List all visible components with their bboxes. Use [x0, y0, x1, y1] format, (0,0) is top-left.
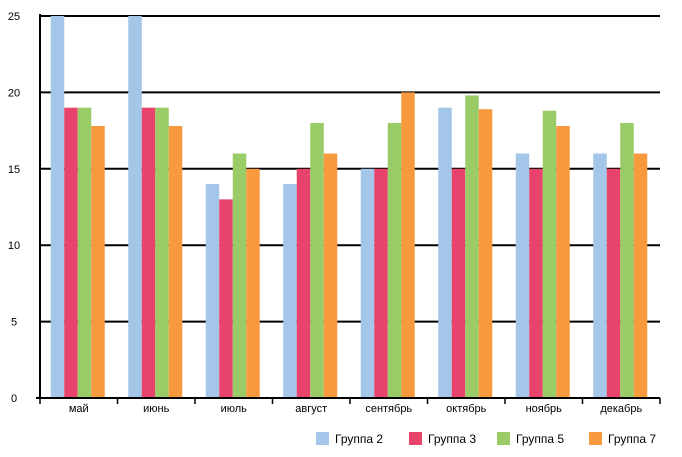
y-tick-label: 10: [8, 240, 20, 252]
bar: [606, 168, 621, 398]
bar: [141, 107, 156, 399]
legend-swatch: [316, 432, 329, 445]
y-tick-label: 25: [8, 11, 20, 23]
bar: [219, 199, 233, 398]
bar: [451, 168, 466, 398]
x-tick-label: август: [295, 403, 327, 415]
bar: [296, 168, 311, 398]
bar: [478, 109, 493, 398]
bar: [633, 153, 648, 398]
bar: [387, 122, 402, 399]
legend-swatch: [589, 432, 602, 445]
x-tick-label: май: [69, 403, 89, 415]
bar: [246, 168, 260, 398]
bar: [401, 92, 415, 399]
x-tick-label: июнь: [143, 403, 169, 415]
y-tick-label: 15: [8, 164, 20, 176]
bar: [374, 168, 388, 398]
bar: [323, 153, 338, 398]
legend-label: Группа 2: [335, 432, 383, 446]
bar: [360, 168, 375, 398]
bar: [77, 107, 92, 399]
bar: [128, 16, 142, 398]
x-tick-label: июль: [221, 403, 248, 415]
bar: [232, 153, 247, 398]
legend-label: Группа 5: [516, 432, 564, 446]
axes: [36, 14, 661, 404]
bar: [593, 153, 607, 398]
x-tick-label: декабрь: [600, 403, 642, 415]
legend: Группа 2 Группа 3 Группа 5 Группа 7: [316, 432, 656, 446]
y-tick-label: 5: [11, 317, 17, 329]
y-tick-label: 20: [8, 87, 20, 99]
bar: [465, 95, 479, 399]
y-tick-labels: 0 5 10 15 20 25: [8, 11, 20, 405]
bar: [50, 16, 65, 398]
bar: [168, 126, 183, 399]
bar: [556, 126, 570, 399]
bar: [155, 107, 169, 399]
bar: [64, 107, 78, 399]
bar: [283, 184, 297, 398]
bar: [620, 122, 634, 399]
y-tick-label: 0: [11, 393, 17, 405]
bar: [529, 168, 543, 398]
bar: [205, 184, 220, 398]
x-tick-label: сентябрь: [365, 403, 412, 415]
bar: [515, 153, 530, 398]
bar: [438, 107, 452, 399]
legend-label: Группа 3: [428, 432, 476, 446]
legend-swatch: [409, 432, 422, 445]
bar: [542, 110, 557, 399]
bars: [50, 16, 648, 399]
bar: [310, 122, 324, 399]
legend-label: Группа 7: [608, 432, 656, 446]
x-tick-label: ноябрь: [526, 403, 563, 415]
x-tick-label: октябрь: [446, 403, 486, 415]
legend-swatch: [497, 432, 510, 445]
x-tick-labels: май июнь июль август сентябрь октябрь ноябрь де…: [69, 403, 643, 415]
bar: [91, 126, 105, 399]
